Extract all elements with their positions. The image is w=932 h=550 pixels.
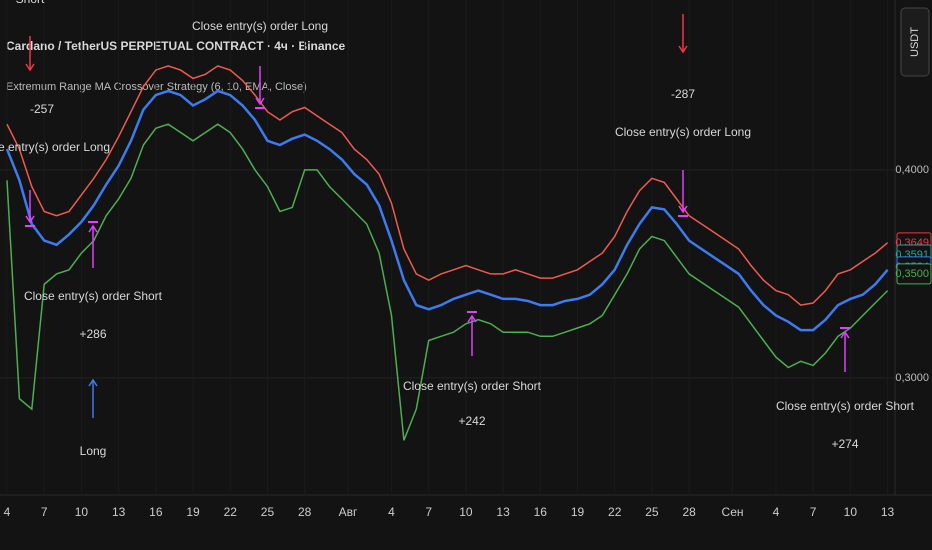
x-tick-label: Сен (722, 505, 744, 519)
x-tick-label: 4 (388, 505, 395, 519)
x-tick-label: 16 (149, 505, 163, 519)
x-tick-label: 13 (881, 505, 895, 519)
symbol-title: Cardano / TetherUS PERPETUAL CONTRACT · … (6, 39, 346, 53)
price-badge (896, 263, 932, 285)
series-line (6, 123, 889, 441)
x-tick-label: 22 (224, 505, 238, 519)
series-line (5, 89, 889, 332)
x-tick-label: 13 (496, 505, 510, 519)
signal-arrowhead (88, 224, 98, 233)
strategy-title: Extremum Range MA Crossover Strategy (6,… (6, 81, 307, 93)
signal-arrowhead (25, 63, 35, 72)
signal-label: Close entry(s) order Short (24, 289, 163, 303)
x-tick-label: Авг (339, 505, 358, 519)
x-tick-label: 10 (459, 505, 473, 519)
x-tick-label: 28 (298, 505, 312, 519)
x-tick-label: 25 (645, 505, 659, 519)
price-badge-label: 0,3500 (895, 268, 929, 280)
currency-label[interactable]: USDT (909, 27, 921, 57)
signal-pnl: -287 (671, 87, 695, 101)
x-tick-label: 7 (810, 505, 817, 519)
signal-label: Close entry(s) order Short (776, 399, 915, 413)
x-tick-label: 16 (534, 505, 548, 519)
signal-arrowhead (840, 330, 850, 339)
x-tick-label: 22 (608, 505, 622, 519)
signal-arrowhead (255, 97, 265, 106)
x-tick-label: 4 (4, 505, 11, 519)
plot: 0,4000 0,3000 4 7 10 13 16 19 22 25 28 Авг 4 7 10 13 16 1… (0, 0, 932, 519)
x-tick-label: 10 (844, 505, 858, 519)
signal-arrowhead (678, 205, 688, 214)
signal-arrowhead (88, 378, 98, 387)
x-tick-label: 19 (571, 505, 585, 519)
signal-pnl: +242 (458, 414, 485, 428)
x-tick-label: 19 (186, 505, 200, 519)
signal-pnl: +286 (79, 327, 106, 341)
signal-label: Short (16, 0, 45, 6)
signal-label: Long (80, 444, 107, 458)
y-tick-label: 0,4000 (895, 164, 929, 176)
x-tick-label: 25 (261, 505, 275, 519)
x-tick-label: 13 (112, 505, 126, 519)
signal-pnl: +274 (831, 437, 858, 451)
y-tick-label: 0,3000 (895, 372, 929, 384)
x-tick-label: 7 (41, 505, 48, 519)
signal-label: Close entry(s) order Long (0, 140, 110, 154)
x-tick-label: 7 (425, 505, 432, 519)
signal-arrowhead (25, 215, 35, 224)
signal-arrowhead (467, 314, 477, 323)
signal-pnl: -257 (30, 102, 54, 116)
signal-label: Close entry(s) order Long (615, 125, 751, 139)
signal-label: Close entry(s) order Long (192, 19, 328, 33)
currency-button[interactable] (900, 7, 930, 77)
signal-arrowhead (678, 45, 688, 54)
x-tick-label: 28 (682, 505, 696, 519)
signal-label: Close entry(s) order Short (403, 379, 542, 393)
x-tick-label: 10 (75, 505, 89, 519)
series-line (6, 65, 889, 306)
x-tick-label: 4 (773, 505, 780, 519)
